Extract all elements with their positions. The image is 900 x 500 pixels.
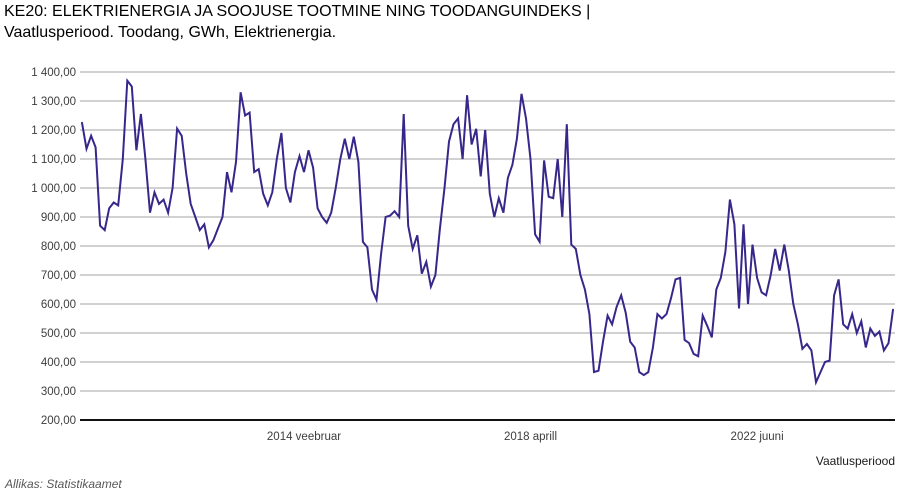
y-tick-label: 400,00	[41, 357, 76, 369]
x-tick-label: 2018 aprill	[504, 431, 557, 443]
y-tick-label: 800,00	[41, 241, 76, 253]
x-axis-title: Vaatlusperiood	[815, 454, 895, 468]
y-tick-label: 200,00	[41, 415, 76, 427]
y-tick-label: 600,00	[41, 299, 76, 311]
data-series-line	[81, 77, 894, 386]
x-tick-label: 2014 veebruar	[267, 431, 341, 443]
source-note: Allikas: Statistikaamet	[5, 477, 122, 491]
chart-title-line1: KE20: ELEKTRIENERGIA JA SOOJUSE TOOTMINE…	[4, 3, 591, 20]
chart-title: KE20: ELEKTRIENERGIA JA SOOJUSE TOOTMINE…	[4, 2, 590, 43]
chart-title-line2: Vaatlusperiood. Toodang, GWh, Elektriene…	[4, 23, 337, 41]
line-chart-plot: 1 400,00 1 300,00 1 200,00 1 100,00 1 000,00…	[31, 67, 895, 443]
y-tick-label: 900,00	[41, 212, 76, 224]
y-tick-label: 700,00	[41, 270, 76, 282]
y-tick-label: 1 000,00	[31, 183, 76, 195]
y-tick-label: 1 400,00	[31, 67, 76, 79]
y-tick-label: 300,00	[41, 386, 76, 398]
y-tick-label: 1 300,00	[31, 96, 76, 108]
y-tick-label: 500,00	[41, 328, 76, 340]
y-tick-label: 1 200,00	[31, 125, 76, 137]
y-tick-label: 1 100,00	[31, 154, 76, 166]
x-tick-label: 2022 juuni	[731, 431, 784, 443]
